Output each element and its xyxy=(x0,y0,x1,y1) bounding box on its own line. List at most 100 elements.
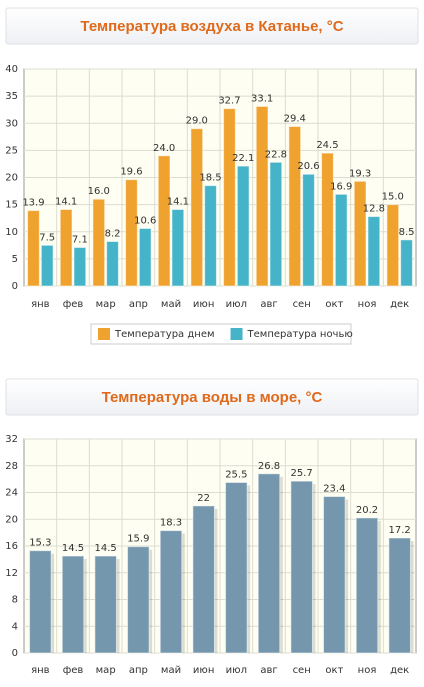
bar xyxy=(138,227,152,287)
value-label: 10.6 xyxy=(134,215,156,226)
bar xyxy=(27,210,40,287)
bar xyxy=(125,179,138,287)
bar xyxy=(106,241,119,287)
x-tick-label: янв xyxy=(31,665,50,676)
value-label: 14.5 xyxy=(95,543,117,554)
bar xyxy=(59,209,73,287)
value-label: 29.4 xyxy=(284,114,306,125)
chart-title: Температура воды в море, °C xyxy=(102,389,323,406)
y-tick-label: 20 xyxy=(5,173,18,184)
value-label: 14.5 xyxy=(62,543,84,554)
value-label: 32.7 xyxy=(218,96,240,107)
bar xyxy=(269,161,283,287)
bar xyxy=(127,546,150,654)
value-label: 33.1 xyxy=(251,93,273,104)
value-label: 15.0 xyxy=(382,192,404,203)
value-label: 18.3 xyxy=(160,518,182,529)
bar xyxy=(225,481,248,654)
bar xyxy=(288,126,302,287)
y-tick-label: 8 xyxy=(12,595,18,606)
legend-box xyxy=(90,323,352,345)
x-tick-label: ноя xyxy=(358,665,377,676)
value-label: 25.5 xyxy=(225,469,247,480)
x-tick-label: мар xyxy=(96,665,116,676)
x-tick-label: сен xyxy=(293,665,311,676)
header-box xyxy=(5,378,419,416)
y-tick-label: 32 xyxy=(5,434,18,445)
x-tick-label: апр xyxy=(129,665,148,676)
bar xyxy=(321,152,334,287)
value-label: 14.1 xyxy=(167,197,189,208)
legend-label: Температура ночью xyxy=(247,329,353,340)
y-tick-label: 28 xyxy=(5,461,18,472)
value-label: 20.2 xyxy=(356,505,378,516)
bar xyxy=(334,193,348,287)
bar xyxy=(92,198,106,287)
x-tick-label: ноя xyxy=(358,299,377,310)
header-box xyxy=(5,7,419,45)
value-label: 8.2 xyxy=(105,229,121,240)
value-label: 20.6 xyxy=(297,161,319,172)
chart-title: Температура воздуха в Катанье, °C xyxy=(80,18,343,35)
x-tick-label: июл xyxy=(226,665,247,676)
y-tick-label: 0 xyxy=(12,648,18,659)
x-tick-label: окт xyxy=(325,665,343,676)
value-label: 23.4 xyxy=(323,484,345,495)
y-tick-label: 16 xyxy=(5,541,18,552)
bar xyxy=(223,108,236,287)
value-label: 22.1 xyxy=(232,153,254,164)
x-tick-label: авг xyxy=(260,665,277,676)
bar xyxy=(290,480,313,654)
bar xyxy=(204,185,217,287)
x-tick-label: май xyxy=(161,299,181,310)
value-label: 8.5 xyxy=(399,227,415,238)
bar xyxy=(255,105,269,287)
bar xyxy=(400,239,413,287)
y-tick-label: 40 xyxy=(5,64,18,75)
x-tick-label: сен xyxy=(293,299,311,310)
x-tick-label: дек xyxy=(390,665,409,676)
value-label: 29.0 xyxy=(186,116,208,127)
value-label: 7.5 xyxy=(39,232,55,243)
value-label: 12.8 xyxy=(363,204,385,215)
x-tick-label: май xyxy=(161,665,181,676)
y-tick-label: 30 xyxy=(5,118,18,129)
y-tick-label: 20 xyxy=(5,514,18,525)
legend-label: Температура днем xyxy=(114,329,215,340)
y-tick-label: 15 xyxy=(5,200,18,211)
bar xyxy=(94,555,117,654)
value-label: 26.8 xyxy=(258,461,280,472)
value-label: 17.2 xyxy=(389,525,411,536)
x-tick-label: дек xyxy=(390,299,409,310)
value-label: 13.9 xyxy=(22,198,44,209)
legend-swatch xyxy=(230,328,243,340)
y-tick-label: 10 xyxy=(5,227,18,238)
y-tick-label: 0 xyxy=(12,281,18,292)
bar xyxy=(171,209,185,287)
x-tick-label: июн xyxy=(193,665,214,676)
x-tick-label: апр xyxy=(129,299,148,310)
value-label: 24.0 xyxy=(153,143,175,154)
bar xyxy=(190,128,204,287)
bar xyxy=(236,165,250,287)
bar xyxy=(159,530,183,654)
bar xyxy=(302,173,315,287)
value-label: 7.1 xyxy=(72,234,88,245)
value-label: 16.0 xyxy=(88,186,110,197)
value-label: 15.9 xyxy=(127,534,149,545)
value-label: 14.1 xyxy=(55,197,77,208)
value-label: 22.8 xyxy=(265,149,287,160)
x-tick-label: окт xyxy=(325,299,343,310)
bar xyxy=(323,496,346,654)
y-tick-label: 12 xyxy=(5,568,18,579)
value-label: 18.5 xyxy=(199,173,221,184)
x-tick-label: июн xyxy=(193,299,214,310)
y-tick-label: 4 xyxy=(12,621,18,632)
value-label: 19.6 xyxy=(120,167,142,178)
y-tick-label: 5 xyxy=(12,254,18,265)
bar xyxy=(353,180,367,287)
x-tick-label: фев xyxy=(63,299,84,310)
value-label: 19.3 xyxy=(349,168,371,179)
bar xyxy=(40,244,54,287)
